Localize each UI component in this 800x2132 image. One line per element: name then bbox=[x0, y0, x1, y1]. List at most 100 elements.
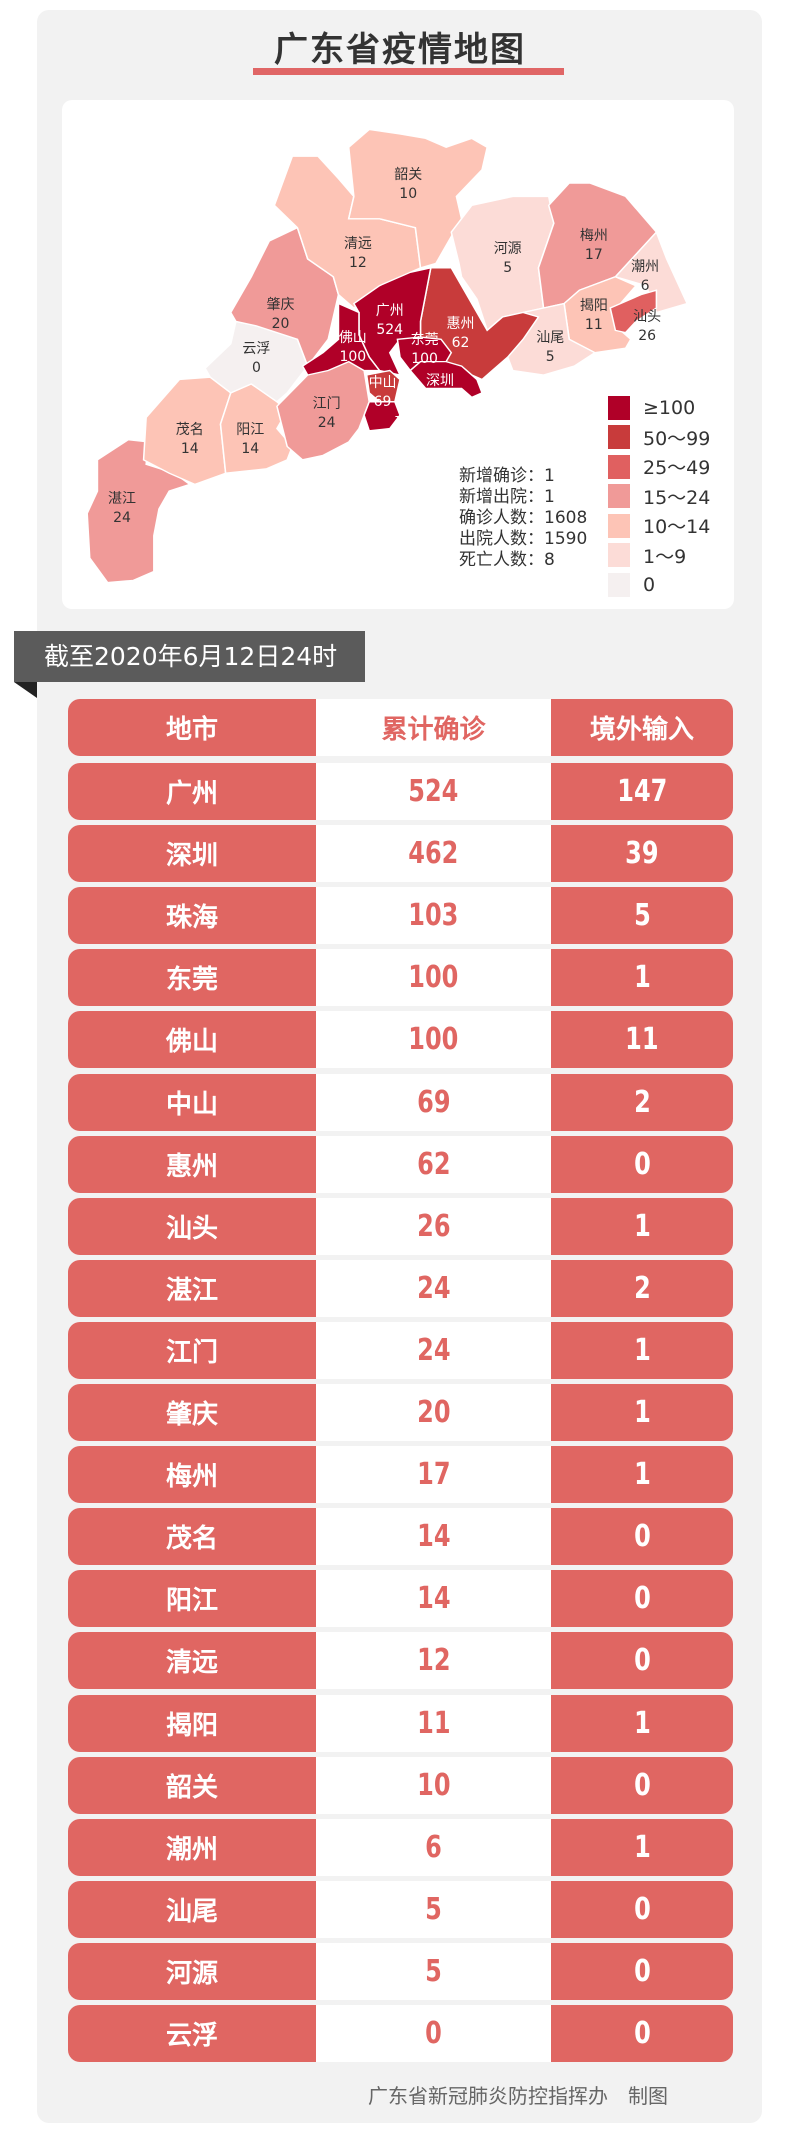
cell-text: 0 bbox=[425, 2016, 442, 2051]
cell-city: 汕头 bbox=[68, 1197, 316, 1255]
map-region-label: 茂名 14 bbox=[176, 421, 204, 459]
legend-item: 15～24 bbox=[608, 482, 710, 512]
cell-imported: 39 bbox=[551, 825, 733, 883]
footer-credit: 广东省新冠肺炎防控指挥办 制图 bbox=[368, 2084, 668, 2108]
legend-label: 1～9 bbox=[643, 545, 687, 568]
cell-text: 揭阳 bbox=[165, 1710, 218, 1741]
map-region bbox=[409, 360, 483, 399]
cell-imported: 1 bbox=[551, 1446, 733, 1504]
cell-text: 1 bbox=[633, 1457, 651, 1493]
legend-item: 10～14 bbox=[608, 511, 710, 541]
date-banner: 截至2020年6月12日24时 bbox=[14, 631, 365, 682]
region-value: 100 bbox=[339, 349, 367, 366]
page-title: 广东省疫情地图 bbox=[274, 30, 526, 70]
cell-imported: 2 bbox=[551, 1073, 733, 1131]
region-name: 广州 bbox=[375, 302, 404, 319]
legend-item: 0 bbox=[608, 570, 710, 600]
region-value: 5 bbox=[545, 349, 555, 366]
region-value: 0 bbox=[251, 360, 261, 377]
map-region-label: 佛山 100 bbox=[339, 329, 367, 367]
table-row: 韶关 10 0 bbox=[68, 1756, 733, 1814]
map-region bbox=[301, 302, 381, 376]
cell-text: 0 bbox=[633, 2016, 651, 2051]
cell-text: 100 bbox=[408, 1022, 459, 1058]
table-row: 清远 12 0 bbox=[68, 1632, 733, 1690]
cell-imported: 0 bbox=[551, 2005, 733, 2062]
cell-text: 147 bbox=[616, 774, 668, 809]
cell-text: 462 bbox=[408, 836, 459, 872]
region-name: 韶关 bbox=[394, 167, 423, 184]
cell-imported: 0 bbox=[551, 1632, 733, 1690]
cell-text: 5 bbox=[425, 1891, 442, 1927]
cell-imported: 2 bbox=[551, 1259, 733, 1317]
table-row: 河源 5 0 bbox=[68, 1942, 733, 2000]
cell-text: 10 bbox=[416, 1767, 451, 1803]
region-name: 汕头 bbox=[633, 309, 662, 326]
cell-text: 14 bbox=[416, 1519, 451, 1555]
cell-text: 江门 bbox=[165, 1337, 218, 1368]
cell-text: 0 bbox=[633, 1519, 651, 1555]
cell-text: 24 bbox=[416, 1332, 451, 1368]
map-region bbox=[363, 401, 401, 432]
cell-text: 11 bbox=[416, 1705, 451, 1741]
region-name: 云浮 bbox=[242, 341, 271, 358]
cell-city: 珠海 bbox=[68, 887, 316, 945]
cell-city: 梅州 bbox=[68, 1446, 316, 1504]
cell-text: 梅州 bbox=[165, 1462, 218, 1493]
region-name: 珠海 bbox=[394, 415, 423, 432]
region-name: 潮州 bbox=[631, 258, 660, 275]
cell-text: 河源 bbox=[165, 1958, 218, 1989]
cell-text: 阳江 bbox=[165, 1586, 218, 1617]
legend-label: 0 bbox=[643, 573, 656, 596]
cell-imported: 1 bbox=[551, 1197, 733, 1255]
cell-total: 20 bbox=[316, 1384, 551, 1441]
cell-text: 0 bbox=[633, 1891, 651, 1927]
region-name: 梅州 bbox=[579, 227, 608, 244]
cell-text: 1 bbox=[633, 1332, 651, 1368]
table-row: 深圳 462 39 bbox=[68, 825, 733, 883]
region-value: 12 bbox=[349, 255, 367, 272]
cell-text: 云浮 bbox=[165, 2021, 218, 2051]
cell-text: 汕头 bbox=[165, 1213, 218, 1244]
map-region-label: 肇庆 20 bbox=[267, 296, 295, 334]
cell-text: 广州 bbox=[165, 779, 218, 809]
cell-text: 5 bbox=[633, 898, 651, 934]
region-value: 524 bbox=[376, 321, 404, 338]
cell-text: 62 bbox=[416, 1146, 451, 1182]
map-region-label: 湛江 24 bbox=[108, 490, 136, 528]
table-row: 中山 69 2 bbox=[68, 1073, 733, 1131]
map-legend: ≥100 50～99 25～49 15～24 10～14 1～9 0 bbox=[608, 393, 710, 600]
cell-total: 5 bbox=[316, 1942, 551, 2000]
header-total: 累计确诊 bbox=[316, 699, 551, 756]
cell-text: 1 bbox=[633, 960, 651, 996]
map-region-label: 汕尾 5 bbox=[536, 329, 564, 367]
map-region-label: 云浮 0 bbox=[242, 340, 270, 378]
table-row: 江门 24 1 bbox=[68, 1321, 733, 1379]
cell-total: 462 bbox=[316, 825, 551, 883]
cell-text: 26 bbox=[416, 1208, 451, 1244]
cell-imported: 0 bbox=[551, 1135, 733, 1193]
table-row: 汕尾 5 0 bbox=[68, 1880, 733, 1938]
cell-text: 1 bbox=[633, 1395, 651, 1430]
map-region-label: 韶关 10 bbox=[394, 166, 422, 204]
cell-text: 1 bbox=[633, 1829, 651, 1865]
table-row: 潮州 6 1 bbox=[68, 1818, 733, 1876]
cell-text: 12 bbox=[416, 1643, 451, 1679]
cell-imported: 0 bbox=[551, 1880, 733, 1938]
legend-item: 25～49 bbox=[608, 452, 710, 482]
table-row: 梅州 17 1 bbox=[68, 1446, 733, 1504]
region-value: 69 bbox=[373, 393, 392, 410]
cell-text: 103 bbox=[408, 898, 459, 934]
map-region-label: 河源 5 bbox=[494, 240, 522, 278]
table-row: 湛江 24 2 bbox=[68, 1259, 733, 1317]
cell-total: 5 bbox=[316, 1880, 551, 1938]
table-header: 地市 累计确诊 境外输入 bbox=[68, 699, 733, 756]
cell-text: 5 bbox=[425, 1953, 442, 1989]
cell-text: 14 bbox=[416, 1581, 451, 1617]
stat-line: 确诊人数：1608 bbox=[459, 508, 588, 528]
cell-imported: 0 bbox=[551, 1508, 733, 1566]
cell-total: 69 bbox=[316, 1073, 551, 1131]
cell-total: 100 bbox=[316, 1011, 551, 1069]
cell-city: 揭阳 bbox=[68, 1694, 316, 1752]
region-value: 14 bbox=[241, 440, 260, 457]
